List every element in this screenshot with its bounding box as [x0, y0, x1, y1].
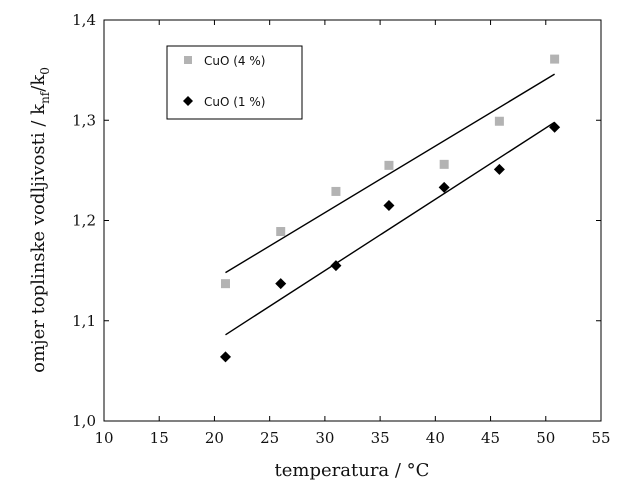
x-tick-label: 55 [591, 429, 610, 447]
x-tick-label: 20 [205, 429, 224, 447]
legend-label-cuo-1: CuO (1 %) [204, 95, 265, 109]
data-point-square [550, 54, 560, 64]
legend-marker-cuo-4 [184, 56, 192, 64]
data-points [219, 54, 561, 363]
y-tick-label: 1,1 [72, 312, 96, 330]
data-point-square [439, 159, 449, 169]
x-tick-label: 40 [426, 429, 445, 447]
legend-label-cuo-4: CuO (4 %) [204, 54, 265, 68]
data-point-diamond [438, 181, 450, 193]
legend: CuO (4 %) CuO (1 %) [166, 45, 303, 120]
data-point-diamond [275, 278, 287, 290]
fit-line-series-1 [225, 121, 555, 336]
data-point-square [494, 116, 504, 126]
data-point-square [276, 227, 286, 237]
x-tick-label: 10 [94, 429, 113, 447]
x-tick-label: 35 [371, 429, 390, 447]
x-tick-label: 50 [536, 429, 555, 447]
data-point-square [220, 279, 230, 289]
x-tick-label: 15 [150, 429, 169, 447]
fit-lines [225, 73, 555, 336]
y-tick-label: 1,2 [72, 212, 96, 230]
x-tick-label: 30 [315, 429, 334, 447]
data-point-diamond [493, 163, 505, 175]
data-point-diamond [330, 260, 342, 272]
data-point-diamond [219, 351, 231, 363]
fit-line-series-0 [225, 73, 555, 274]
y-tick-label: 1,4 [72, 11, 96, 29]
x-axis-title: temperatura / °C [275, 460, 430, 481]
x-tick-label: 25 [260, 429, 279, 447]
y-tick-label: 1,0 [72, 412, 96, 430]
data-point-diamond [383, 199, 395, 211]
data-point-square [384, 160, 394, 170]
x-tick-label: 45 [481, 429, 500, 447]
y-axis-title: omjer toplinske vodljivosti / knf/k0 [28, 67, 52, 373]
y-tick-label: 1,3 [72, 111, 96, 129]
ticks: 10 15 20 25 30 35 40 45 50 55 1,0 1,1 1,2 1,3 1,4 [72, 11, 610, 447]
legend-marker-cuo-1 [183, 96, 193, 106]
data-point-diamond [549, 121, 561, 133]
data-point-square [331, 186, 341, 196]
